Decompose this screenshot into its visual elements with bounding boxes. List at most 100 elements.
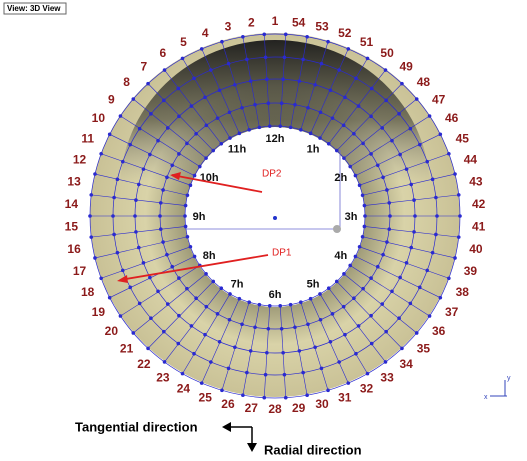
segment-label: 1 [272,14,279,28]
mesh-node [278,304,282,308]
segment-label: 38 [456,285,470,299]
mesh-node [384,330,388,334]
mesh-node [381,253,385,257]
center-dot [273,216,277,220]
mesh-node [253,103,257,107]
mesh-node [425,269,429,273]
mesh-node [177,314,181,318]
segment-label: 37 [445,305,459,319]
mesh-node [228,110,232,114]
mesh-node [186,235,190,239]
mesh-node [381,176,385,180]
mesh-node [412,198,416,202]
mesh-node [342,305,346,309]
segment-label: 18 [81,285,95,299]
mesh-node [397,112,401,116]
mesh-node [329,340,333,344]
mesh-node [211,149,215,153]
mesh-node [245,58,249,62]
mesh-node [192,77,196,81]
mesh-node [280,101,284,105]
mesh-node [366,372,370,376]
mesh-node [361,142,365,146]
mesh-node [299,300,303,304]
mesh-node [137,183,141,187]
mesh-node [280,327,284,331]
segment-label: 47 [432,92,446,106]
mesh-node [99,152,103,156]
mesh-node [170,163,174,167]
mesh-node [428,314,432,318]
segment-label: 9 [108,92,115,106]
axis-y-label: y [507,375,511,382]
mesh-node [93,172,97,176]
mesh-node [306,106,310,110]
mesh-node [258,303,262,307]
mesh-node [293,103,297,107]
segment-label: 2 [248,15,255,29]
clock-label: 12h [266,133,285,145]
mesh-node [306,322,310,326]
mesh-node [268,304,272,308]
mesh-node [142,261,146,265]
mesh-node [329,88,333,92]
segment-label: 33 [380,370,394,384]
segment-label: 52 [338,26,352,40]
segment-label: 4 [202,26,209,40]
mesh-node [305,35,309,39]
mesh-node [146,347,150,351]
segment-label: 21 [120,341,134,355]
mesh-node [409,246,413,250]
mesh-node [354,174,358,178]
mesh-node [301,371,305,375]
mesh-node [249,79,253,83]
radial-arrowhead [247,443,257,452]
mesh-node [363,225,367,229]
mesh-node [93,256,97,260]
mesh-node [342,156,346,160]
mesh-node [238,297,242,301]
clock-label: 3h [345,211,358,223]
segment-label: 8 [123,75,130,89]
mesh-node [119,314,123,318]
mesh-node [89,235,93,239]
mesh-node [268,124,272,128]
mesh-node [177,152,181,156]
mesh-node [354,255,358,259]
mesh-node [194,296,198,300]
mesh-node [434,233,438,237]
mesh-node [170,265,174,269]
screenshot: View: 3D View 12345678910111213141516171… [0,0,527,461]
mesh-node [228,136,232,140]
mesh-node [116,178,120,182]
mesh-node [264,373,268,377]
mesh-node [209,360,213,364]
mesh-node [320,62,324,66]
mesh-node [431,251,435,255]
segment-label: 39 [464,264,478,278]
mesh-node [216,116,220,120]
mesh-node [398,276,402,280]
mesh-node [390,289,394,293]
segment-label: 30 [315,397,329,411]
mesh-node [186,193,190,197]
mesh-node [262,396,266,400]
mesh-node [320,367,324,371]
mesh-node [162,99,166,103]
mesh-node [219,142,223,146]
mesh-node [193,174,197,178]
segment-label: 32 [360,382,374,396]
mesh-node [218,88,222,92]
mesh-node [453,172,457,176]
mesh-node [352,132,356,136]
mesh-node [161,188,165,192]
mesh-node [137,246,141,250]
mesh-node [298,79,302,83]
segment-label: 49 [399,60,413,74]
mesh-node [385,240,389,244]
tangential-label: Tangential direction [75,419,198,434]
mesh-node [258,126,262,130]
segment-label: 48 [417,75,431,89]
mesh-node [245,371,249,375]
clock-label: 7h [231,278,244,290]
